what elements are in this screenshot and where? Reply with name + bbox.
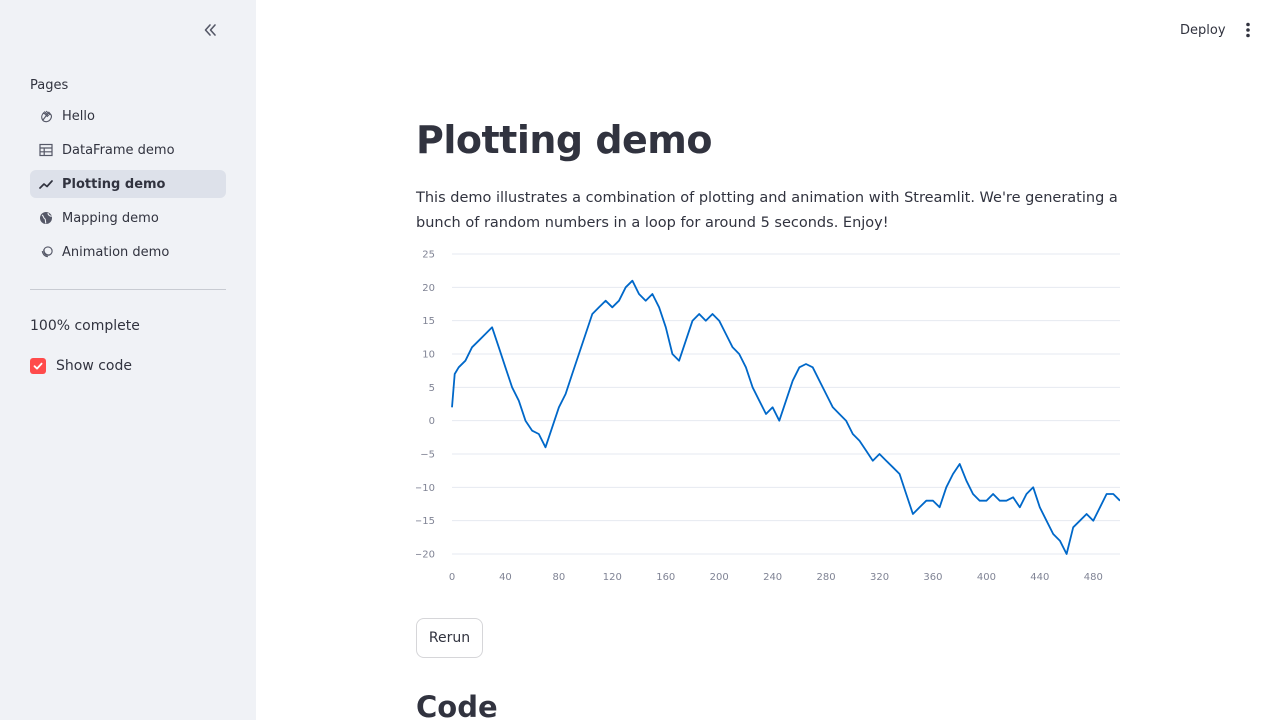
x-tick-label: 440 — [1030, 572, 1049, 583]
progress-status: 100% complete — [30, 318, 140, 334]
show-code-checkbox[interactable]: Show code — [30, 358, 132, 374]
collapse-sidebar-button[interactable] — [196, 16, 224, 44]
y-tick-label: 5 — [429, 383, 435, 394]
chevron-double-left-icon — [204, 24, 216, 36]
deploy-button[interactable]: Deploy — [1180, 22, 1226, 38]
sidebar-item-label: Hello — [62, 108, 95, 124]
page-description: This demo illustrates a combination of p… — [416, 190, 1118, 231]
page-title: Plotting demo — [416, 118, 713, 162]
x-tick-label: 280 — [817, 572, 836, 583]
sidebar-item-dataframe-demo[interactable]: DataFrame demo — [30, 136, 226, 164]
main-menu-button[interactable] — [1238, 18, 1258, 42]
checkbox-checked-icon[interactable] — [30, 358, 46, 374]
x-tick-label: 120 — [603, 572, 622, 583]
y-tick-label: −10 — [416, 483, 435, 494]
sidebar-item-label: DataFrame demo — [62, 142, 175, 158]
x-axis-ticks: 0 40 80 120 160 200 240 280 320 360 400 440 480 — [449, 572, 1103, 583]
x-tick-label: 400 — [977, 572, 996, 583]
trending-up-icon — [38, 176, 54, 192]
sidebar-item-animation-demo[interactable]: Animation demo — [30, 238, 226, 266]
sidebar-item-plotting-demo[interactable]: Plotting demo — [30, 170, 226, 198]
code-heading: Code — [416, 690, 498, 720]
sidebar-item-hello[interactable]: Hello — [30, 102, 226, 130]
table-icon — [38, 142, 54, 158]
y-tick-label: 0 — [429, 416, 435, 427]
x-tick-label: 360 — [923, 572, 942, 583]
sidebar-item-label: Plotting demo — [62, 176, 166, 192]
x-tick-label: 200 — [710, 572, 729, 583]
page-nav: Hello DataFrame demo Plotting demo Mappi… — [30, 102, 226, 272]
animation-icon — [38, 244, 54, 260]
y-tick-label: −5 — [420, 450, 435, 461]
pages-heading: Pages — [30, 78, 69, 93]
rerun-button[interactable]: Rerun — [416, 618, 483, 658]
sidebar-divider — [30, 289, 226, 290]
waving-hand-icon — [38, 108, 54, 124]
x-tick-label: 320 — [870, 572, 889, 583]
chart-grid — [452, 253, 1120, 555]
y-tick-label: 20 — [422, 283, 435, 294]
y-axis-ticks: 25 20 15 10 5 0 −5 −10 −15 −20 — [416, 250, 435, 561]
x-tick-label: 240 — [763, 572, 782, 583]
y-tick-label: 25 — [422, 250, 435, 261]
main-content: Plotting demo This demo illustrates a co… — [416, 0, 1120, 720]
x-tick-label: 80 — [553, 572, 566, 583]
y-tick-label: −20 — [416, 550, 435, 561]
more-vertical-icon — [1246, 22, 1250, 38]
sidebar: Pages Hello DataFrame demo Plotting demo — [0, 0, 256, 720]
series-line — [451, 279, 1120, 555]
x-tick-label: 0 — [449, 572, 455, 583]
sidebar-item-mapping-demo[interactable]: Mapping demo — [30, 204, 226, 232]
x-tick-label: 160 — [656, 572, 675, 583]
sidebar-item-label: Animation demo — [62, 244, 170, 260]
show-code-label: Show code — [56, 358, 132, 374]
sidebar-item-label: Mapping demo — [62, 210, 159, 226]
x-tick-label: 480 — [1084, 572, 1103, 583]
y-tick-label: 15 — [422, 316, 435, 327]
y-tick-label: −15 — [416, 516, 435, 527]
globe-icon — [38, 210, 54, 226]
y-tick-label: 10 — [422, 350, 435, 361]
x-tick-label: 40 — [499, 572, 512, 583]
line-chart: 25 20 15 10 5 0 −5 −10 −15 −20 0 40 80 120 160 200 240 2… — [416, 250, 1120, 583]
